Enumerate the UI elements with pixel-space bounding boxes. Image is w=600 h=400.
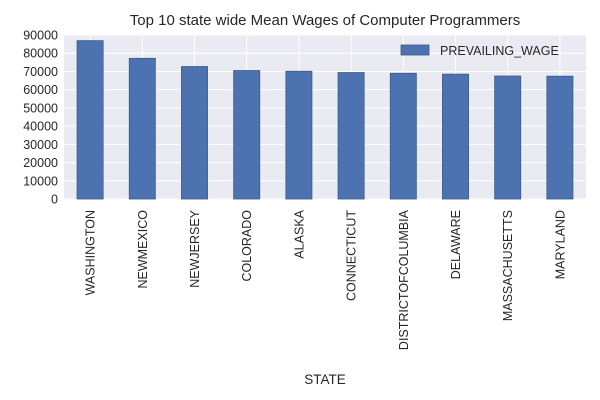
x-tick-label: CONNECTICUT xyxy=(345,210,359,301)
y-tick-label: 50000 xyxy=(23,101,58,115)
x-tick-label: MASSACHUSETTS xyxy=(501,210,515,321)
y-axis-ticks: 0 10000 20000 30000 40000 50000 60000 70000 8000… xyxy=(23,29,58,207)
x-tick-label: COLORADO xyxy=(240,210,254,282)
x-tick-label: NEWJERSEY xyxy=(188,209,202,287)
x-tick-label: ALASKA xyxy=(292,209,306,258)
bar-districtofcolumbia xyxy=(389,72,417,200)
legend: PREVAILING_WAGE xyxy=(400,44,559,58)
x-tick-label: NEWMEXICO xyxy=(136,210,150,289)
x-tick-label: MARYLAND xyxy=(553,210,567,279)
bar-washington xyxy=(76,40,104,200)
x-tick-label: DISTRICTOFCOLUMBIA xyxy=(397,209,411,350)
bar-delaware xyxy=(442,73,469,200)
y-tick-label: 10000 xyxy=(23,174,58,188)
y-tick-label: 70000 xyxy=(23,65,58,79)
bar-alaska xyxy=(285,70,313,200)
y-tick-label: 80000 xyxy=(23,47,58,61)
bar-connecticut xyxy=(337,72,365,200)
bar-newjersey xyxy=(181,66,208,200)
y-tick-label: 0 xyxy=(51,193,58,207)
y-tick-label: 60000 xyxy=(23,83,58,97)
bars xyxy=(76,40,574,200)
x-axis-ticks: WASHINGTON NEWMEXICO NEWJERSEY COLORADO ALAS… xyxy=(84,209,568,350)
bar-maryland xyxy=(546,75,574,200)
x-tick-label: WASHINGTON xyxy=(84,210,98,295)
y-tick-label: 40000 xyxy=(23,120,58,134)
bar-massachusetts xyxy=(494,75,522,200)
bar-newmexico xyxy=(128,57,156,200)
legend-label-prevailing-wage: PREVAILING_WAGE xyxy=(440,44,559,58)
bar-colorado xyxy=(233,70,261,200)
x-tick-label: DELAWARE xyxy=(449,210,463,279)
legend-swatch xyxy=(400,44,430,56)
x-axis-label: STATE xyxy=(304,372,346,387)
y-tick-label: 30000 xyxy=(23,138,58,152)
y-tick-label: 20000 xyxy=(23,156,58,170)
y-tick-label: 90000 xyxy=(23,29,58,43)
chart-title: Top 10 state wide Mean Wages of Computer… xyxy=(130,12,520,29)
